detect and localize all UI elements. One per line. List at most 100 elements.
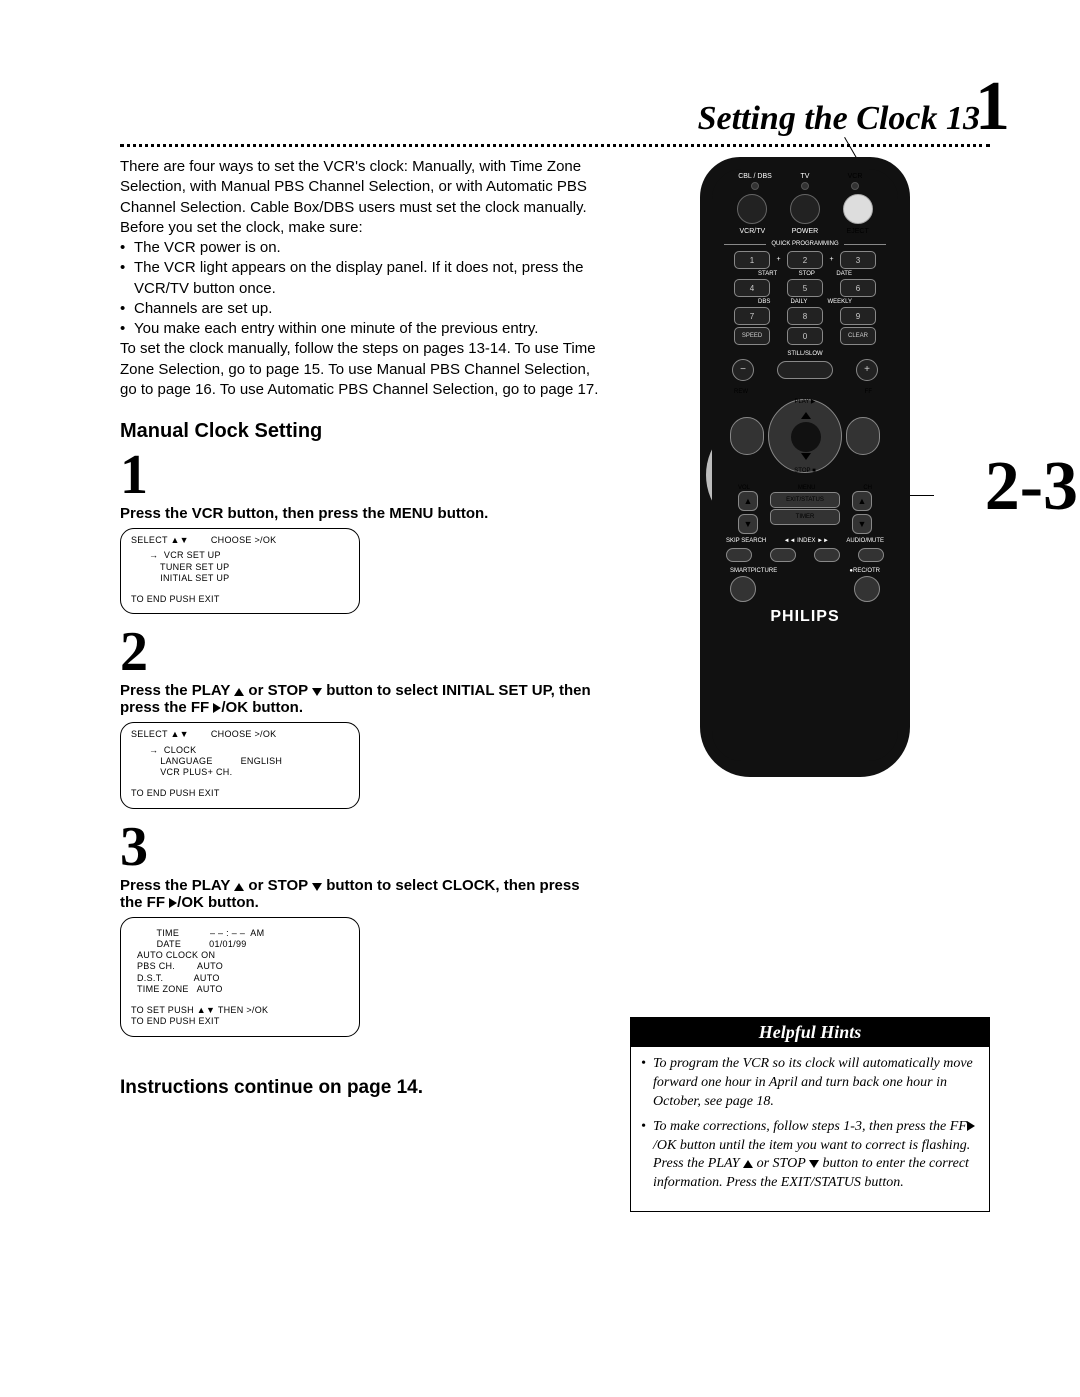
helpful-hints-box: Helpful Hints To program the VCR so its … [630,1017,990,1212]
play-up-icon [801,412,811,419]
key-label: DAILY [790,299,807,305]
led-icon [851,182,859,190]
ff-right-icon [169,898,177,908]
led-row: CBL / DBS TV VCR [712,169,898,192]
smartpicture-button[interactable] [730,576,756,602]
eject-button[interactable] [843,194,873,224]
smartpicture-label: SMARTPICTURE [730,568,777,574]
speed-key[interactable]: SPEED [734,327,770,345]
osd-row: INITIAL SET UP [149,573,349,584]
still-slow-button[interactable] [777,361,833,379]
exit-status-button[interactable]: EXIT/STATUS [770,492,840,508]
vcr-tv-button[interactable] [737,194,767,224]
right-column: 1 2-3 CBL / DBS TV VCR [630,157,990,1212]
quick-programming-label: QUICK PROGRAMMING [712,241,898,247]
dpad[interactable]: PLAY ▶ STOP ■ [768,399,842,473]
rec-label: ●REC/OTR [849,568,880,574]
vol-down-button[interactable]: ▼ [738,514,758,534]
osd-row: → VCR SET UP [149,550,349,561]
key-8[interactable]: 8 [787,307,823,325]
eject-label: EJECT [833,228,883,235]
step-3-text: Press the PLAY or STOP button to select … [120,877,600,911]
intro-bullet: Channels are set up. [120,299,600,319]
intro-bullet: You make each entry within one minute of… [120,319,600,339]
plus-button[interactable]: + [856,359,878,381]
timer-button[interactable]: TIMER [770,509,840,525]
intro-paragraph-1: There are four ways to set the VCR's clo… [120,157,600,238]
section-heading: Manual Clock Setting [120,420,600,443]
step-3-part: /OK button. [177,894,259,911]
osd-screen-3: TIME – – : – – AM DATE 01/01/99 AUTO CLO… [120,917,360,1037]
skip-button[interactable] [726,548,752,562]
audio-mute-button[interactable] [858,548,884,562]
power-button[interactable] [790,194,820,224]
play-up-icon [234,688,244,696]
osd-row: D.S.T. AUTO [137,973,349,984]
ch-down-button[interactable]: ▼ [852,514,872,534]
key-label: WEEKLY [827,299,852,305]
osd-row: TUNER SET UP [149,562,349,573]
callout-1: 1 [975,67,1010,147]
key-2[interactable]: 2 [787,251,823,269]
key-6[interactable]: 6 [840,279,876,297]
skip-label: SKIP SEARCH [726,538,766,544]
step-number-1: 1 [120,447,600,503]
key-label: STOP [799,271,815,277]
step-2-text: Press the PLAY or STOP button to select … [120,682,600,716]
play-up-icon [234,883,244,891]
hint-part: To make corrections, follow steps 1-3, t… [653,1119,967,1134]
ff-right-icon [967,1121,975,1131]
minus-button[interactable]: − [732,359,754,381]
index-next-button[interactable] [814,548,840,562]
dotted-rule [120,144,990,147]
osd-row: → CLOCK [149,745,349,756]
vol-up-button[interactable]: ▲ [738,491,758,511]
manual-page: Setting the Clock 13 There are four ways… [0,0,1080,1397]
rew-label: REW [734,389,748,395]
key-0[interactable]: 0 [787,327,823,345]
page-title-row: Setting the Clock 13 [120,100,990,138]
lower-button-group: ▲ ▼ EXIT/STATUS TIMER ▲ ▼ [712,491,898,534]
play-label: PLAY ▶ [769,398,841,405]
key-9[interactable]: 9 [840,307,876,325]
key-1[interactable]: 1 [734,251,770,269]
key-label: START [758,271,777,277]
key-3[interactable]: 3 [840,251,876,269]
clear-key[interactable]: CLEAR [840,327,876,345]
step-number-3: 3 [120,819,600,875]
left-column: There are four ways to set the VCR's clo… [120,157,600,1212]
osd-screen-1: SELECT ▲▼CHOOSE >/OK → VCR SET UP TUNER … [120,528,360,614]
dpad-center [791,422,821,452]
remote-inner: CBL / DBS TV VCR VCR/TV POWER EJE [712,169,898,761]
ff-ok-button[interactable] [846,417,880,455]
stop-down-icon [312,883,322,891]
osd-screen-2: SELECT ▲▼CHOOSE >/OK → CLOCK LANGUAGE EN… [120,722,360,808]
stop-down-icon [801,453,811,460]
top-button-labels: VCR/TV POWER EJECT [712,226,898,237]
page-title: Setting the Clock [698,100,938,137]
key-label: DBS [758,299,770,305]
power-label: POWER [780,228,830,235]
brand-label: PHILIPS [712,608,898,626]
osd-row: TIME – – : – – AM [137,928,349,939]
intro-bullets: The VCR power is on. The VCR light appea… [120,238,600,339]
osd-row: PBS CH. AUTO [137,961,349,972]
ch-up-button[interactable]: ▲ [852,491,872,511]
rec-button[interactable] [854,576,880,602]
transport-cluster: REW FF PLAY ▶ STOP ■ [730,389,880,483]
key-4[interactable]: 4 [734,279,770,297]
osd-row: AUTO CLOCK ON [137,950,349,961]
osd-footer: TO END PUSH EXIT [131,594,349,605]
osd-choose-label: CHOOSE >/OK [211,729,277,740]
index-prev-button[interactable] [770,548,796,562]
led-label: CBL / DBS [730,173,780,180]
intro-paragraph-2: To set the clock manually, follow the st… [120,339,600,400]
vcr-tv-label: VCR/TV [727,228,777,235]
key-7[interactable]: 7 [734,307,770,325]
key-5[interactable]: 5 [787,279,823,297]
number-keypad: 1+2+3 STARTSTOPDATE 456 DBSDAILYWEEKLY 7… [712,247,898,349]
intro-bullet: The VCR power is on. [120,238,600,258]
step-3-part: or STOP [244,877,312,894]
top-button-row [712,192,898,226]
rew-button[interactable] [730,417,764,455]
